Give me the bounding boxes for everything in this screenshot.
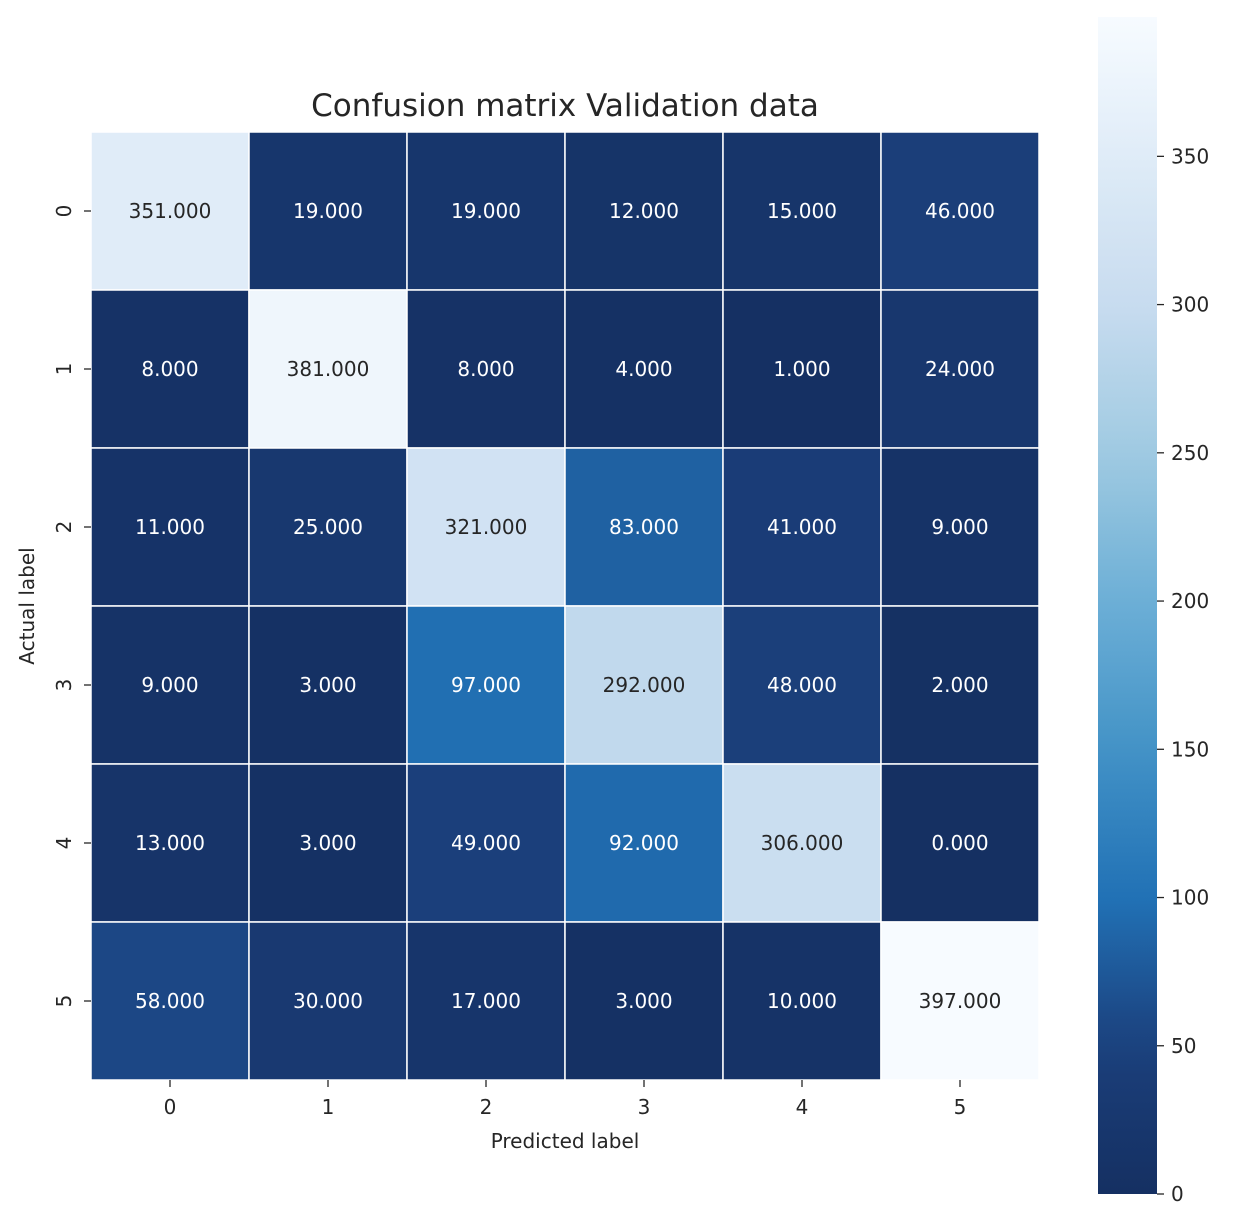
- cell-value-label: 8.000: [141, 357, 198, 381]
- x-tick-label: 2: [480, 1095, 493, 1119]
- heatmap-cell: [564, 447, 724, 607]
- cell-value-label: 4.000: [615, 357, 672, 381]
- colorbar-tick-label: 350: [1171, 144, 1209, 168]
- cell-value-label: 306.000: [761, 831, 844, 855]
- cell-value-label: 24.000: [925, 357, 995, 381]
- heatmap-cell: [564, 605, 724, 765]
- heatmap-cell: [248, 605, 408, 765]
- cell-value-label: 30.000: [293, 989, 363, 1013]
- cell-value-label: 321.000: [445, 515, 528, 539]
- cell-value-label: 19.000: [451, 199, 521, 223]
- colorbar-tick-label: 100: [1171, 886, 1209, 910]
- colorbar-tick-label: 200: [1171, 589, 1209, 613]
- heatmap-cell: [880, 763, 1040, 923]
- heatmap-cell: [564, 131, 724, 291]
- heatmap-cell: [90, 447, 250, 607]
- cell-value-label: 25.000: [293, 515, 363, 539]
- heatmap-cell: [722, 447, 882, 607]
- heatmap-cell: [722, 605, 882, 765]
- heatmap-cell: [90, 605, 250, 765]
- heatmap-cell: [880, 131, 1040, 291]
- y-tick-label: 3: [52, 679, 76, 692]
- cell-value-label: 48.000: [767, 673, 837, 697]
- heatmap-cell: [564, 763, 724, 923]
- colorbar-tick-label: 300: [1171, 293, 1209, 317]
- y-tick-label: 2: [52, 521, 76, 534]
- x-tick-label: 5: [954, 1095, 967, 1119]
- heatmap-cell: [248, 447, 408, 607]
- cell-value-label: 9.000: [931, 515, 988, 539]
- cell-value-label: 292.000: [603, 673, 686, 697]
- cell-value-label: 8.000: [457, 357, 514, 381]
- heatmap-cell: [248, 289, 408, 449]
- cell-value-label: 381.000: [287, 357, 370, 381]
- cell-value-label: 1.000: [773, 357, 830, 381]
- cell-value-label: 397.000: [919, 989, 1002, 1013]
- colorbar: 0 50 100 150 200 250 300 350: [1098, 17, 1209, 1206]
- x-tick-label: 4: [796, 1095, 809, 1119]
- heatmap-cell: [248, 131, 408, 291]
- colorbar-tick-label: 0: [1171, 1182, 1184, 1206]
- cell-value-label: 351.000: [129, 199, 212, 223]
- cell-value-label: 97.000: [451, 673, 521, 697]
- heatmap-cells: 351.000 19.000 19.000 12.000 15.000 46.000 8.0…: [90, 131, 1040, 1081]
- cell-value-label: 10.000: [767, 989, 837, 1013]
- y-axis-ticks: 0 1 2 3 4 5: [52, 205, 91, 1008]
- cell-value-label: 46.000: [925, 199, 995, 223]
- heatmap-cell: [90, 131, 250, 291]
- x-axis-ticks: 0 1 2 3 4 5: [164, 1080, 967, 1119]
- colorbar-tick-label: 150: [1171, 737, 1209, 761]
- heatmap-cell: [564, 289, 724, 449]
- chart-title: Confusion matrix Validation data: [311, 88, 819, 124]
- heatmap-cell: [880, 921, 1040, 1081]
- y-tick-label: 1: [52, 363, 76, 376]
- heatmap-cell: [722, 763, 882, 923]
- cell-value-label: 41.000: [767, 515, 837, 539]
- cell-value-label: 83.000: [609, 515, 679, 539]
- y-tick-label: 0: [52, 205, 76, 218]
- cell-value-label: 3.000: [615, 989, 672, 1013]
- cell-value-label: 2.000: [931, 673, 988, 697]
- x-axis-label: Predicted label: [491, 1129, 640, 1153]
- cell-value-label: 3.000: [299, 831, 356, 855]
- cell-value-label: 11.000: [135, 515, 205, 539]
- heatmap-cell: [880, 289, 1040, 449]
- cell-value-label: 9.000: [141, 673, 198, 697]
- heatmap-cell: [722, 921, 882, 1081]
- colorbar-tick-label: 250: [1171, 441, 1209, 465]
- heatmap-cell: [406, 605, 566, 765]
- heatmap-cell: [722, 131, 882, 291]
- x-tick-label: 1: [322, 1095, 335, 1119]
- cell-value-label: 17.000: [451, 989, 521, 1013]
- y-tick-label: 4: [52, 837, 76, 850]
- y-axis-label: Actual label: [15, 547, 39, 664]
- cell-value-label: 13.000: [135, 831, 205, 855]
- cell-value-label: 15.000: [767, 199, 837, 223]
- colorbar-gradient-bar: [1098, 17, 1157, 1194]
- cell-value-label: 12.000: [609, 199, 679, 223]
- heatmap-cell: [406, 763, 566, 923]
- heatmap-cell: [90, 763, 250, 923]
- x-tick-label: 3: [638, 1095, 651, 1119]
- x-tick-label: 0: [164, 1095, 177, 1119]
- heatmap-cell: [90, 921, 250, 1081]
- cell-value-label: 49.000: [451, 831, 521, 855]
- heatmap-cell: [880, 447, 1040, 607]
- colorbar-tick-label: 50: [1171, 1034, 1196, 1058]
- cell-value-label: 19.000: [293, 199, 363, 223]
- cell-value-label: 3.000: [299, 673, 356, 697]
- cell-value-label: 92.000: [609, 831, 679, 855]
- heatmap-cell: [406, 447, 566, 607]
- cell-value-label: 0.000: [931, 831, 988, 855]
- heatmap-cell: [406, 131, 566, 291]
- heatmap-cell: [880, 605, 1040, 765]
- cell-value-label: 58.000: [135, 989, 205, 1013]
- y-tick-label: 5: [52, 995, 76, 1008]
